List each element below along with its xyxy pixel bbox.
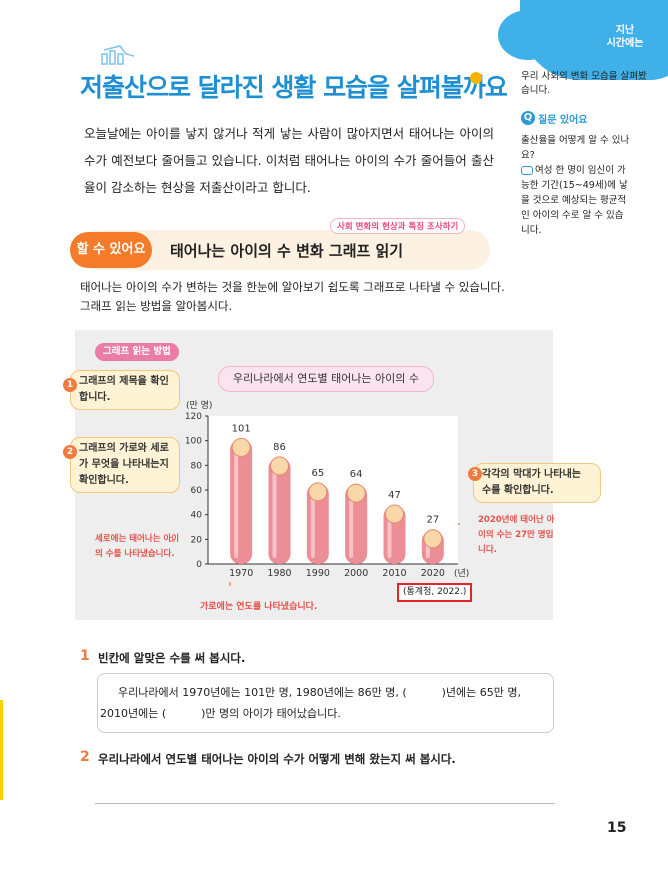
- bar-highlight: [234, 445, 239, 558]
- x-tick-label: 2010: [382, 568, 406, 579]
- baby-face-icon: [308, 482, 328, 502]
- bar: [230, 439, 253, 564]
- baby-face-icon: [231, 437, 251, 457]
- baby-face-icon: [385, 504, 404, 524]
- bottom-divider: [95, 803, 555, 804]
- bar-highlight: [349, 491, 354, 558]
- y-tick-label: 20: [191, 535, 203, 545]
- y-tick-label: 120: [185, 412, 202, 422]
- callout-number-3: 3: [468, 467, 482, 481]
- page-number: 15: [607, 820, 627, 836]
- note-2020-value: 2020년에 태어난 아이의 수는 27만 명입니다.: [478, 515, 555, 555]
- corner-tab-label: 지난 시간에는: [590, 24, 660, 50]
- bar-value-label: 101: [232, 423, 251, 434]
- callout-number-2: 2: [63, 445, 77, 459]
- y-tick-label: 100: [185, 437, 202, 447]
- y-tick-label: 60: [191, 486, 203, 496]
- bar-highlight: [387, 512, 392, 558]
- corner-tab: [498, 0, 668, 80]
- sidebar-intro: 우리 사회의 변화 모습을 살펴봤습니다.: [521, 71, 647, 96]
- note-vertical-axis: 세로에는 태어나는 아이의 수를 나타냈습니다.: [95, 534, 180, 559]
- x-tick-label: 1990: [306, 568, 330, 579]
- question-1-text: 빈칸에 알맞은 수를 써 봅시다.: [98, 651, 246, 665]
- page-title: 저출산으로 달라진 생활 모습을 살펴볼까요: [80, 73, 508, 102]
- fill-in-box: [97, 673, 554, 733]
- x-tick-label: 2000: [344, 568, 368, 579]
- x-axis-unit: (년): [454, 568, 469, 579]
- chart-title: 우리나라에서 연도별 태어나는 아이의 수: [218, 366, 435, 392]
- y-tick-label: 0: [196, 560, 202, 570]
- callout-bars: 각각의 막대가 나타내는 수를 확인합니다.: [473, 463, 601, 503]
- answer-icon: [521, 166, 533, 175]
- activity-description: 태어나는 아이의 수가 변하는 것을 한눈에 알아보기 쉽도록 그래프로 나타낼…: [80, 280, 505, 313]
- x-tick-label: 2020: [421, 568, 445, 579]
- intro-paragraph: 오늘날에는 아이를 낳지 않거나 적게 낳는 사람이 많아지면서 태어나는 아이…: [84, 126, 494, 195]
- activity-tag: 사회 변화의 현상과 특징 조사하기: [330, 218, 466, 234]
- y-axis-label: (만 명): [186, 400, 212, 411]
- corner-line-1: 지난: [615, 25, 635, 36]
- title-dot-icon: [470, 72, 482, 84]
- bar-value-label: 47: [388, 490, 401, 501]
- graph-panel-label: 그래프 읽는 방법: [95, 343, 179, 361]
- activity-title: 태어나는 아이의 수 변화 그래프 읽기: [170, 242, 404, 260]
- sidebar-question: 출산율을 어떻게 알 수 있나요?: [521, 135, 630, 161]
- x-tick-label: 1970: [229, 568, 253, 579]
- callout-title: 그래프의 제목을 확인합니다.: [70, 370, 180, 410]
- sidebar-answer: 여성 한 명이 임신이 가능한 기간(15~49세)에 낳을 것으로 예상되는 …: [521, 163, 631, 238]
- question-1-number: 1: [80, 648, 90, 664]
- question-icon: Q: [521, 111, 535, 125]
- question-label: 질문 있어요: [538, 115, 588, 126]
- baby-face-icon: [270, 456, 289, 476]
- x-tick-label: 1980: [267, 568, 291, 579]
- y-tick-label: 40: [191, 511, 203, 521]
- fill-in-line-2[interactable]: 2010년에는 ( )만 명의 아이가 태어났습니다.: [100, 707, 341, 720]
- corner-line-2: 시간에는: [606, 38, 644, 49]
- baby-face-icon: [346, 483, 366, 503]
- bar-value-label: 65: [311, 468, 324, 479]
- activity-badge: 할 수 있어요: [70, 232, 152, 268]
- baby-face-icon: [423, 529, 443, 549]
- question-2-number: 2: [80, 749, 90, 765]
- bar-chart: (만 명) 0 20 40 60 80 100 120 101 1970 86 1980 65 1990 6…: [170, 400, 469, 586]
- y-tick-label: 80: [191, 461, 203, 471]
- page-edge-strip: [0, 700, 3, 800]
- chart-deco-icon: [101, 45, 135, 65]
- callout-axes: 그래프의 가로와 세로가 무엇을 나타내는지 확인합니다.: [70, 437, 180, 493]
- bar-highlight: [310, 489, 315, 558]
- bar-value-label: 27: [426, 515, 439, 526]
- bar-highlight: [272, 463, 277, 558]
- fill-in-line-1[interactable]: 우리나라에서 1970년에는 101만 명, 1980년에는 86만 명, ( …: [118, 686, 522, 699]
- answer-text: 여성 한 명이 임신이 가능한 기간(15~49세)에 낳을 것으로 예상되는 …: [521, 165, 628, 236]
- bar-value-label: 86: [273, 442, 286, 453]
- note-horizontal-axis: 가로에는 연도를 나타냈습니다.: [200, 602, 318, 612]
- bar-value-label: 64: [350, 469, 363, 480]
- question-2-text: 우리나라에서 연도별 태어나는 아이의 수가 어떻게 변해 왔는지 써 봅시다.: [98, 752, 456, 766]
- callout-number-1: 1: [63, 378, 77, 392]
- data-source: (통계청, 2022.): [397, 583, 473, 602]
